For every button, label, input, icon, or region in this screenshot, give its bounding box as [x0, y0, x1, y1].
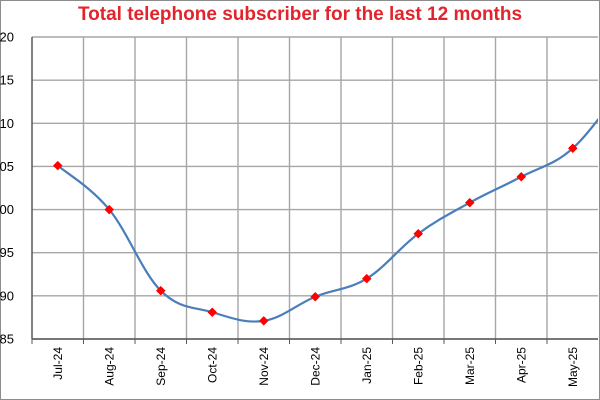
chart-title: Total telephone subscriber for the last … [77, 4, 523, 25]
series-line [57, 117, 598, 323]
data-point-marker [155, 285, 166, 296]
y-tick-label: 00 [0, 202, 14, 217]
x-tick-label: Nov-24 [257, 347, 271, 386]
x-tick-label: Sep-24 [154, 347, 168, 386]
x-tick-label: Aug-24 [102, 347, 116, 386]
data-point-marker [464, 197, 475, 208]
y-tick-label: 15 [0, 73, 14, 88]
gridlines [32, 36, 598, 340]
data-point-marker [207, 307, 218, 318]
y-tick-label: 90 [0, 288, 14, 303]
x-tick-label: Apr-25 [514, 347, 528, 383]
series-markers [52, 143, 578, 326]
x-tick-label: Mar-25 [463, 347, 477, 385]
series-line-path [57, 117, 598, 323]
data-point-marker [310, 291, 321, 302]
data-point-marker [52, 160, 63, 171]
data-point-marker [361, 273, 372, 284]
y-tick-label: 05 [0, 159, 14, 174]
x-tick-label: May-25 [566, 347, 580, 387]
data-point-marker [104, 204, 115, 215]
y-tick-label: 20 [0, 30, 14, 45]
x-tick-label: Dec-24 [308, 347, 322, 386]
y-axis-tick-labels: 85 90 95 00 05 10 15 20 [0, 30, 14, 347]
data-point-marker [413, 228, 424, 239]
y-tick-label: 85 [0, 332, 14, 347]
x-tick-label: Feb-25 [411, 347, 425, 385]
x-tick-label: Oct-24 [205, 347, 219, 383]
data-point-marker [258, 316, 269, 326]
x-tick-label: Jan-25 [360, 347, 374, 384]
data-point-marker [567, 143, 578, 154]
y-tick-label: 10 [0, 116, 14, 131]
data-point-marker [516, 171, 527, 182]
y-tick-label: 95 [0, 245, 14, 260]
axes [31, 37, 598, 344]
x-tick-label: Jul-24 [51, 347, 65, 380]
x-axis-tick-labels: Jul-24 Aug-24 Sep-24 Oct-24 Nov-24 Dec-24 Jan-… [51, 347, 580, 387]
